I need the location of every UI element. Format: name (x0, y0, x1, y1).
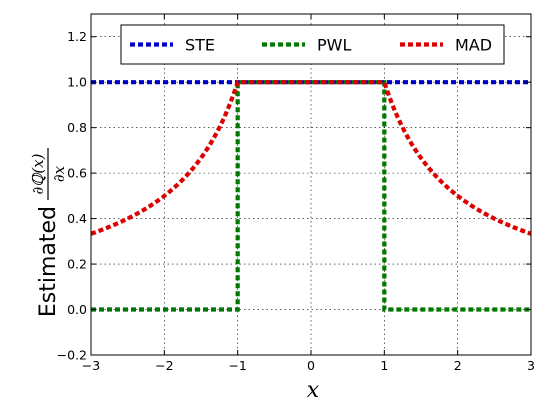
plot-frame (90, 13, 532, 356)
grid (90, 14, 532, 356)
x-tick-label: −3 (82, 358, 100, 373)
legend: STE PWL MAD (120, 24, 505, 65)
legend-label-ste: STE (185, 36, 215, 55)
x-tick-label: −2 (155, 358, 173, 373)
y-tick-label: −0.2 (57, 348, 87, 363)
x-tick-label: 0 (307, 358, 315, 373)
x-tick-label: 1 (380, 358, 388, 373)
x-tick-label: 2 (454, 358, 462, 373)
x-axis-label: x (307, 378, 320, 403)
y-axis-label-numerator: ∂ℚ(x) (29, 153, 47, 194)
ticks: −3 −2 −1 0 1 2 3 −0.2 0.0 0.2 0.4 0.6 0.8 1.0 1.2 (57, 14, 535, 373)
legend-label-pwl: PWL (317, 36, 351, 55)
y-tick-label: 0.0 (67, 302, 87, 317)
x-tick-label: 3 (527, 358, 535, 373)
legend-label-mad: MAD (455, 36, 492, 55)
y-axis-label: Estimated ∂ℚ(x) ∂x (29, 148, 68, 317)
y-axis-label-denominator: ∂x (50, 165, 68, 182)
y-tick-label: 1.0 (67, 75, 87, 90)
y-tick-label: 0.4 (67, 211, 87, 226)
y-tick-label: 0.6 (67, 166, 87, 181)
y-tick-label: 1.2 (67, 29, 87, 44)
y-axis-label-prefix: Estimated (36, 206, 61, 317)
y-tick-label: 0.2 (67, 257, 87, 272)
series-line-mad (90, 80, 532, 236)
y-tick-label: 0.8 (67, 120, 87, 135)
legend-box (120, 24, 505, 65)
series-line-pwl (91, 80, 531, 312)
x-tick-label: −1 (228, 358, 246, 373)
series-layer (90, 80, 532, 312)
